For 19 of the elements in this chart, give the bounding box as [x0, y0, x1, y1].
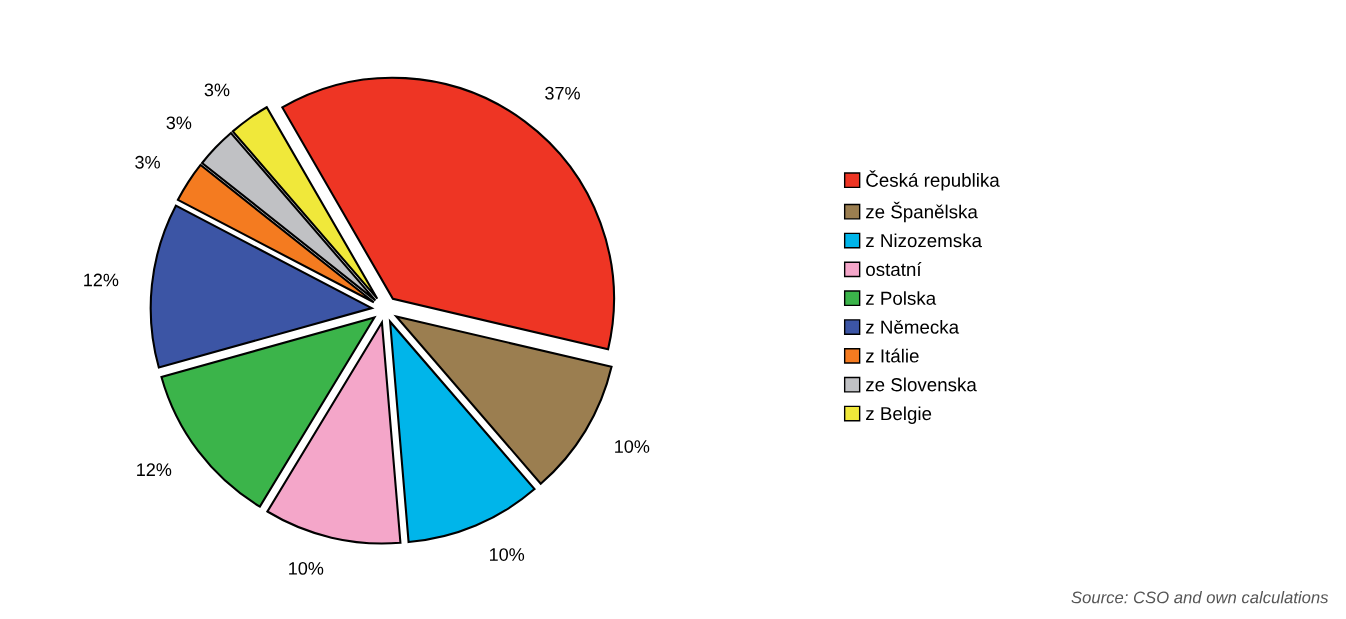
legend-label: z Belgie [866, 406, 932, 424]
legend-label: Česká republika [866, 170, 1000, 191]
data-label: 12% [137, 463, 172, 476]
legend-label: z Nizozemska [866, 233, 982, 248]
data-label: 3% [135, 155, 160, 169]
source-note: Source: CSO and own calculations [1071, 591, 1329, 604]
data-label: 10% [615, 440, 650, 453]
data-label: 3% [166, 116, 192, 130]
data-label: 37% [545, 86, 580, 100]
data-label: 10% [489, 548, 525, 561]
data-label: 10% [289, 561, 324, 575]
data-label: 3% [204, 83, 230, 97]
legend-label: ostatní [866, 262, 922, 277]
legend-label: z Itálie [866, 348, 919, 363]
legend-label: ze Slovenska [866, 377, 977, 392]
legend-label: z Německa [866, 319, 960, 334]
legend-label: ze Španělska [866, 201, 978, 223]
data-label: 12% [84, 273, 119, 287]
legend-label: z Polska [866, 291, 937, 305]
